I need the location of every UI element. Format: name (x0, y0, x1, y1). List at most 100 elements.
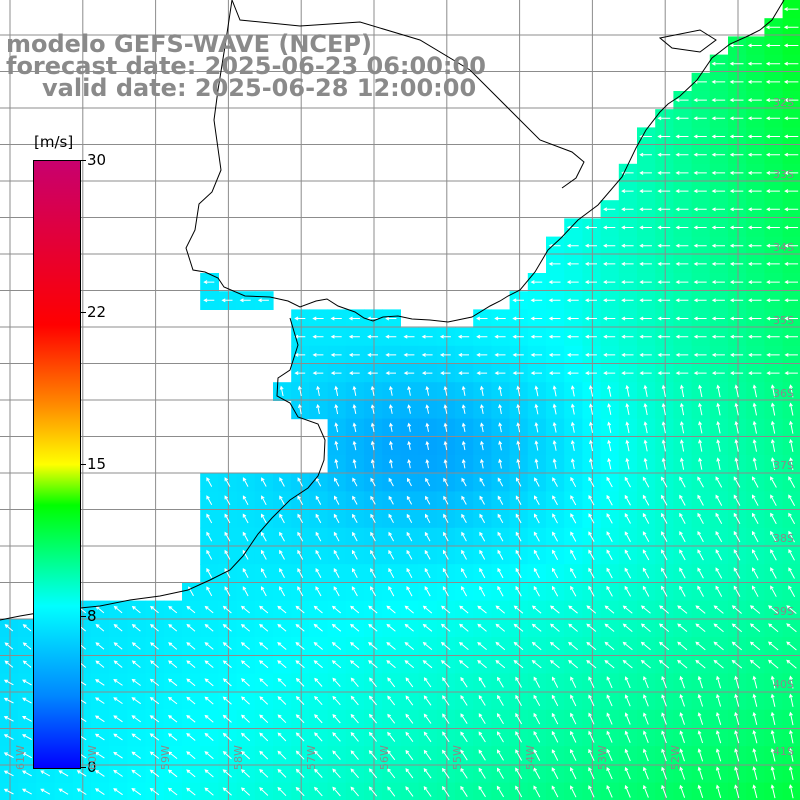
wind-arrow (422, 660, 433, 669)
wind-arrow (658, 623, 670, 632)
wind-arrow (94, 733, 105, 741)
wind-arrow (643, 402, 648, 416)
wind-arrow (277, 768, 287, 778)
wind-arrow (677, 605, 688, 614)
wind-arrow (607, 439, 612, 452)
wind-arrow (549, 641, 560, 651)
wind-arrow (534, 385, 539, 397)
wind-arrow (461, 422, 466, 433)
wind-arrow (606, 585, 613, 597)
wind-arrow (548, 334, 561, 339)
wind-arrow (766, 298, 780, 303)
wind-arrow (661, 712, 667, 725)
wind-arrow (752, 476, 759, 488)
wind-arrow (621, 298, 634, 303)
wind-arrow (729, 189, 744, 194)
wind-arrow (331, 623, 342, 632)
wind-arrow (715, 784, 722, 799)
wind-arrow (770, 585, 777, 597)
wind-arrow (277, 732, 287, 742)
wind-arrow (606, 476, 613, 488)
wind-arrow (715, 549, 723, 561)
wind-arrow (548, 261, 561, 266)
wind-arrow (624, 567, 632, 579)
wind-arrow (330, 352, 342, 357)
wind-arrow (222, 769, 232, 778)
wind-arrow (204, 714, 214, 723)
model-title: modelo GEFS-WAVE (NCEP) (6, 30, 372, 58)
wind-arrow (549, 623, 560, 632)
wind-arrow (789, 420, 794, 434)
wind-arrow (566, 334, 579, 339)
wind-arrow (621, 352, 634, 357)
wind-arrow (749, 605, 761, 614)
wind-arrow (297, 586, 304, 597)
wind-arrow (330, 316, 342, 321)
wind-arrow (588, 712, 595, 725)
wind-arrow (113, 769, 123, 777)
wind-arrow (552, 421, 557, 433)
wind-arrow (239, 298, 251, 303)
wind-arrow (765, 116, 780, 121)
wind-arrow (570, 676, 577, 688)
lat-label: 32S (773, 96, 794, 109)
wind-arrow (570, 785, 577, 798)
wind-arrow (242, 567, 249, 578)
wind-arrow (495, 605, 506, 614)
wind-arrow (643, 676, 649, 689)
wind-arrow (279, 385, 284, 397)
wind-arrow (675, 189, 689, 194)
wind-arrow (497, 585, 504, 597)
wind-arrow (498, 403, 502, 415)
wind-arrow (370, 513, 376, 524)
wind-arrow (534, 403, 539, 415)
wind-arrow (589, 403, 593, 415)
wind-arrow (257, 298, 269, 303)
wind-arrow (622, 659, 633, 669)
wind-arrow (661, 494, 668, 506)
wind-arrow (729, 134, 744, 139)
wind-arrow (261, 567, 267, 578)
wind-arrow (313, 605, 323, 614)
wind-arrow (657, 134, 671, 139)
wind-arrow (261, 531, 267, 542)
wind-arrow (461, 567, 468, 579)
wind-arrow (679, 530, 686, 543)
wind-arrow (461, 531, 467, 542)
wind-arrow (259, 605, 269, 614)
wind-arrow (315, 586, 322, 597)
wind-arrow (461, 495, 467, 505)
wind-arrow (788, 476, 796, 488)
wind-arrow (624, 694, 631, 707)
wind-arrow (661, 476, 668, 488)
wind-arrow (552, 458, 557, 470)
wind-arrow (748, 352, 762, 357)
wind-arrow (350, 768, 359, 779)
wind-arrow (516, 458, 521, 469)
wind-arrow (443, 549, 449, 560)
wind-arrow (314, 714, 323, 724)
wind-arrow (458, 352, 469, 357)
wind-arrow (679, 712, 685, 725)
wind-arrow (113, 788, 123, 796)
wind-arrow (747, 152, 762, 157)
wind-arrow (370, 495, 376, 505)
wind-arrow (498, 458, 503, 469)
wind-arrow (479, 549, 486, 560)
wind-arrow (389, 440, 393, 451)
wind-arrow (733, 494, 741, 506)
wind-arrow (279, 513, 285, 524)
wind-arrow (3, 716, 14, 722)
colorbar-label-30: 30 (87, 151, 107, 169)
wind-arrow (460, 785, 468, 797)
wind-arrow (406, 531, 413, 542)
wind-arrow (747, 189, 762, 194)
wind-arrow (661, 531, 668, 543)
wind-arrow (570, 439, 575, 451)
wind-arrow (766, 189, 780, 194)
wind-arrow (95, 642, 105, 650)
wind-arrow (765, 98, 781, 103)
wind-arrow (566, 261, 579, 266)
wind-arrow (533, 767, 541, 780)
wind-arrow (748, 280, 762, 285)
